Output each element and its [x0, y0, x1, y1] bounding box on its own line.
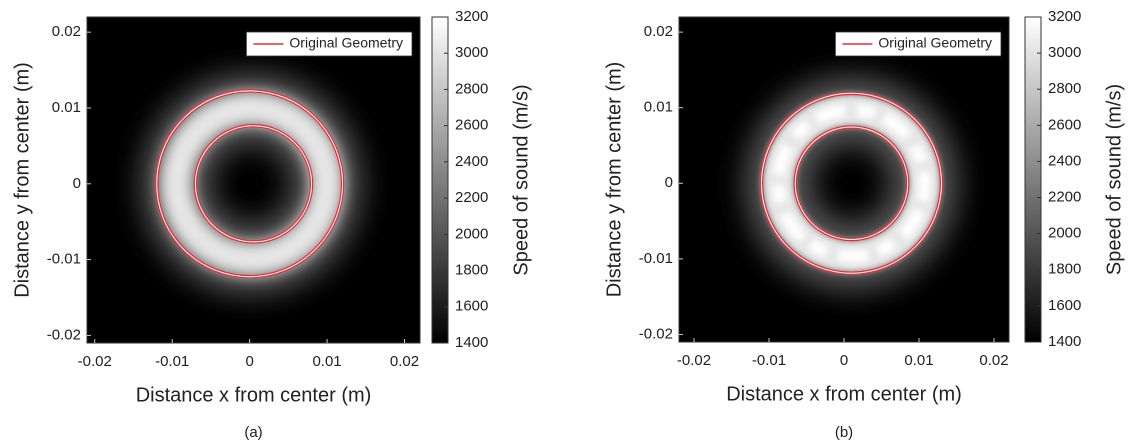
image-ring-core	[772, 104, 931, 263]
colorbar-tick-label: 3000	[1048, 44, 1081, 61]
x-tick-label: -0.01	[752, 352, 786, 369]
image-ring	[159, 91, 344, 276]
legend-label: Original Geometry	[289, 35, 403, 51]
legend: Original Geometry	[246, 31, 413, 57]
colorbar-tick-label: 3200	[1048, 8, 1081, 25]
image-background	[679, 17, 1009, 342]
x-tick-label: -0.01	[155, 353, 189, 370]
colorbar-tick-label: 2000	[455, 225, 488, 242]
x-axis-label: Distance x from center (m)	[136, 384, 372, 406]
x-tick-label: 0.01	[904, 352, 933, 369]
y-axis-label: Distance y from center (m)	[11, 62, 33, 298]
y-tick-label: 0	[73, 175, 81, 192]
caption: (a)	[244, 424, 262, 441]
x-tick-label: -0.02	[677, 352, 711, 369]
colorbar-tick-label: 2400	[455, 153, 488, 170]
colorbar-tick-label: 2600	[455, 117, 488, 134]
plot-area	[679, 17, 1009, 342]
colorbar-tick-label: 1600	[455, 298, 488, 315]
colorbar-tick-label: 2200	[455, 189, 488, 206]
y-tick-label: -0.02	[639, 325, 673, 342]
colorbar-tick-label: 2200	[1048, 189, 1081, 206]
colorbar-tick-label: 1600	[1048, 297, 1081, 314]
colorbar-tick-label: 3000	[455, 44, 488, 61]
colorbar-label: Speed of sound (m/s)	[1103, 84, 1125, 275]
x-axis-label: Distance x from center (m)	[726, 383, 962, 405]
y-tick-label: 0	[665, 174, 673, 191]
colorbar-tick-label: 2800	[1048, 80, 1081, 97]
x-tick-label: 0.01	[312, 353, 341, 370]
x-tick-label: 0	[245, 353, 253, 370]
y-tick-label: 0.01	[52, 99, 81, 116]
colorbar	[431, 16, 449, 344]
colorbar-label: Speed of sound (m/s)	[510, 84, 532, 275]
colorbar-tick-label: 2000	[1048, 225, 1081, 242]
x-tick-label: -0.02	[78, 353, 112, 370]
y-tick-label: 0.02	[52, 23, 81, 40]
y-tick-label: -0.01	[47, 251, 81, 268]
geometry-circle-core	[794, 126, 909, 241]
x-tick-label: 0.02	[390, 353, 419, 370]
geometry-circle-core	[156, 90, 344, 278]
x-tick-label: 0	[840, 352, 848, 369]
colorbar-tick-label: 1400	[455, 334, 488, 351]
caption: (b)	[835, 424, 853, 441]
axes-box	[86, 16, 421, 344]
colorbar-tick-label: 1800	[455, 262, 488, 279]
colorbar	[1024, 16, 1042, 343]
y-tick-label: 0.02	[644, 23, 673, 40]
colorbar-tick-label: 2400	[1048, 152, 1081, 169]
y-tick-label: 0.01	[644, 99, 673, 116]
colorbar-tick-label: 1800	[1048, 261, 1081, 278]
colorbar-tick-label: 2600	[1048, 116, 1081, 133]
legend-label: Original Geometry	[878, 35, 992, 51]
colorbar-tick-label: 2800	[455, 80, 488, 97]
x-tick-label: 0.02	[979, 352, 1008, 369]
legend: Original Geometry	[835, 31, 1002, 57]
colorbar-tick-label: 3200	[455, 8, 488, 25]
plot-area	[87, 17, 420, 343]
geometry-circle-core	[761, 92, 942, 274]
y-tick-label: -0.02	[47, 326, 81, 343]
geometry-circle-core	[194, 125, 313, 243]
y-axis-label: Distance y from center (m)	[603, 62, 625, 298]
y-tick-label: -0.01	[639, 250, 673, 267]
colorbar-tick-label: 1400	[1048, 333, 1081, 350]
